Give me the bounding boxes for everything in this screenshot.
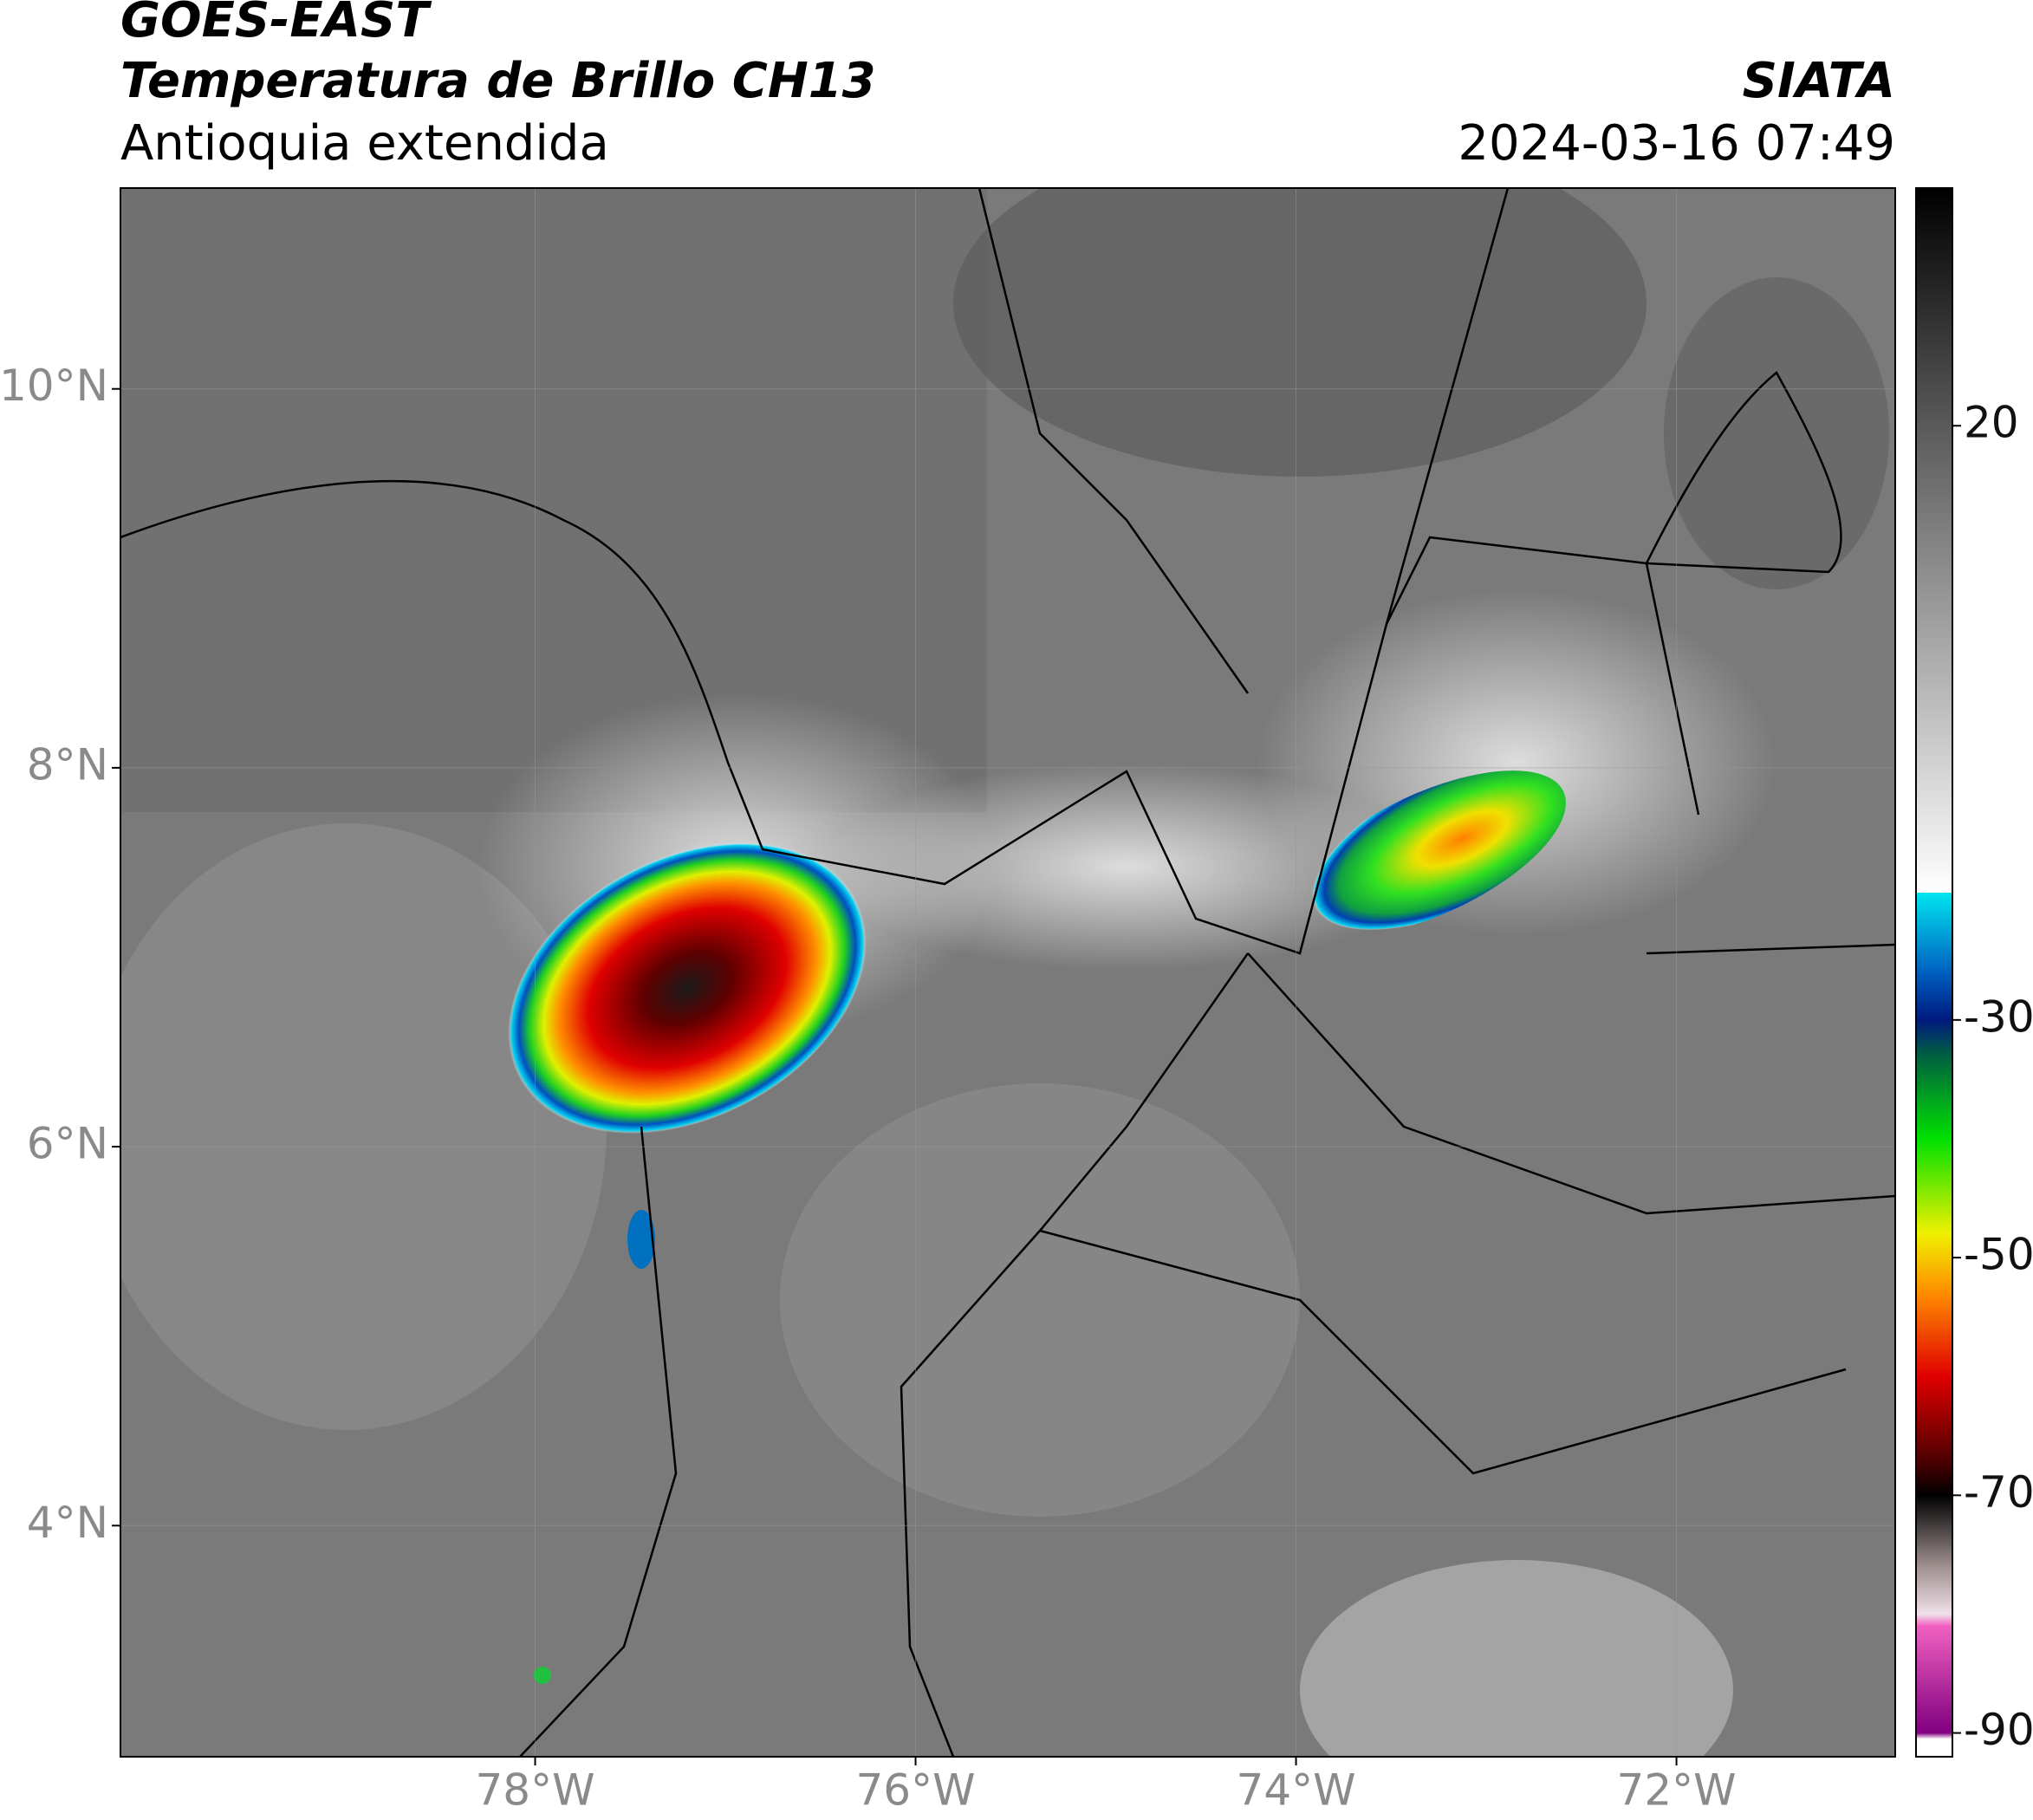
colorbar-tick-label: -70: [1964, 1467, 2033, 1518]
colorbar: [1915, 187, 1953, 1758]
x-tick-label: 76°W: [856, 1765, 976, 1816]
colorbar-tick-label: -90: [1964, 1705, 2033, 1755]
title: GOES-EAST: [120, 0, 432, 49]
y-tick-label: 8°N: [27, 739, 108, 790]
region: Antioquia extendida: [120, 115, 609, 172]
y-tick-label: 6°N: [27, 1119, 108, 1169]
map-frame: [120, 187, 1896, 1758]
x-tick-label: 74°W: [1237, 1765, 1356, 1816]
colorbar-tick-label: -30: [1964, 991, 2033, 1042]
datetime: 2024-03-16 07:49: [1458, 115, 1895, 172]
x-tick-label: 78°W: [475, 1765, 594, 1816]
y-tick-label: 10°N: [0, 361, 108, 411]
colorbar-tick-label: -50: [1964, 1230, 2033, 1280]
subtitle: Temperatura de Brillo CH13: [120, 53, 876, 109]
satellite-image: [120, 188, 1895, 1757]
colorbar-tick-label: 20: [1964, 398, 2019, 448]
source: SIATA: [1743, 53, 1895, 109]
y-tick-label: 4°N: [27, 1498, 108, 1548]
x-tick-label: 72°W: [1617, 1765, 1737, 1816]
